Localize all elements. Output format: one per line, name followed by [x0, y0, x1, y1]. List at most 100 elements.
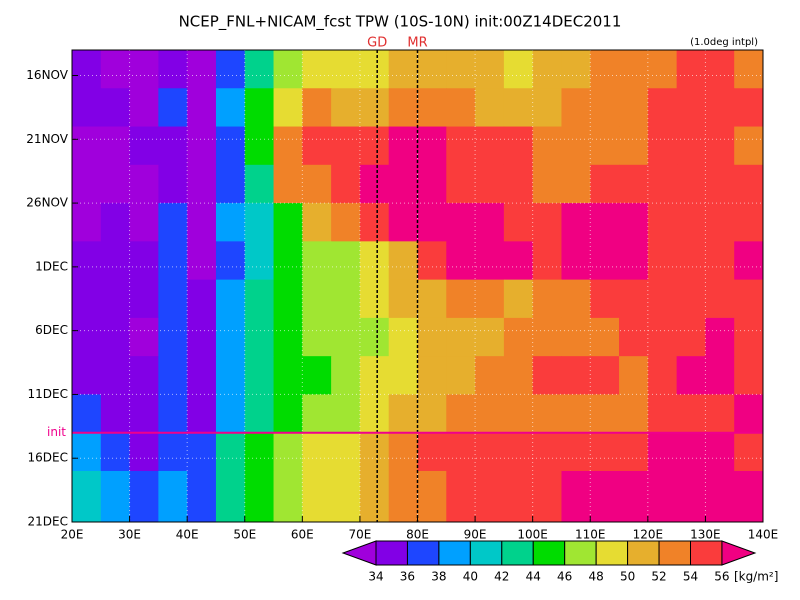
heat-cell: [532, 50, 562, 89]
heat-cell: [676, 432, 706, 472]
heat-cell: [705, 394, 735, 434]
heat-cell: [590, 126, 620, 166]
heat-cell: [475, 126, 505, 166]
heat-cell: [417, 317, 447, 357]
heat-cell: [388, 241, 418, 281]
colorbar-segment: [658, 540, 691, 566]
heat-cell: [273, 394, 303, 434]
heat-cell: [359, 50, 390, 89]
heat-cell: [158, 394, 188, 434]
heat-cell: [215, 126, 246, 166]
heat-cell: [734, 88, 764, 128]
heat-cell: [129, 432, 159, 472]
heat-cell: [475, 279, 505, 319]
heat-cell: [244, 317, 275, 357]
heat-cell: [619, 164, 649, 204]
heat-cell: [215, 241, 246, 281]
heat-cell: [158, 356, 188, 395]
heat-cell: [331, 126, 361, 166]
heat-cell: [475, 203, 505, 242]
heat-cell: [446, 356, 476, 395]
colorbar-label: 44: [526, 570, 541, 584]
colorbar-label: 54: [683, 570, 698, 584]
heat-cell: [215, 470, 246, 523]
colorbar-segment: [501, 540, 534, 566]
heat-cell: [388, 203, 418, 242]
heat-cell: [187, 356, 217, 395]
heat-cell: [331, 164, 361, 204]
y-tick-label: 26NOV: [26, 196, 68, 210]
heat-cell: [417, 394, 447, 434]
heat-cell: [647, 50, 678, 89]
heat-cell: [532, 432, 562, 472]
heat-cell: [72, 203, 102, 242]
y-tick-label: 21NOV: [26, 132, 68, 146]
heat-cell: [446, 88, 476, 128]
colorbar-segment: [627, 540, 660, 566]
colorbar-segment: [469, 540, 503, 566]
heat-cell: [215, 50, 246, 89]
heat-cell: [244, 203, 275, 242]
heat-cell: [475, 88, 505, 128]
heat-cell: [187, 432, 217, 472]
x-tick-label: 140E: [748, 528, 779, 542]
heat-cell: [302, 356, 332, 395]
heat-cell: [388, 126, 418, 166]
heat-cell: [503, 279, 534, 319]
colorbar-label: 56: [714, 570, 729, 584]
heat-cell: [734, 317, 764, 357]
heat-cell: [215, 356, 246, 395]
heat-cell: [446, 394, 476, 434]
heat-cell: [417, 88, 447, 128]
heat-cell: [705, 126, 735, 166]
heat-cell: [72, 470, 102, 523]
heat-cell: [475, 164, 505, 204]
heat-cell: [647, 317, 678, 357]
heat-cell: [417, 241, 447, 281]
heat-cell: [129, 470, 159, 523]
heat-cell: [72, 432, 102, 472]
colorbar-label: 52: [651, 570, 666, 584]
colorbar-segment: [532, 540, 566, 566]
heat-cell: [417, 164, 447, 204]
heat-cell: [187, 203, 217, 242]
heat-cell: [619, 88, 649, 128]
colorbar-segment: [690, 540, 723, 566]
heat-cell: [705, 50, 735, 89]
heat-cell: [705, 470, 735, 523]
heat-cell: [215, 317, 246, 357]
plot-frame: [71, 49, 764, 523]
heat-cell: [72, 317, 102, 357]
heat-cell: [532, 279, 562, 319]
colorbar-segment: [375, 540, 408, 566]
init-label: init: [47, 425, 66, 439]
heat-cell: [187, 470, 217, 523]
heat-cell: [273, 279, 303, 319]
colorbar-segment: [438, 540, 471, 566]
heat-cell: [244, 50, 275, 89]
heat-cell: [619, 394, 649, 434]
heat-cell: [388, 317, 418, 357]
heat-cell: [215, 432, 246, 472]
heat-cell: [187, 126, 217, 166]
heat-cell: [446, 241, 476, 281]
heat-cell: [590, 241, 620, 281]
heat-cell: [215, 203, 246, 242]
heat-cell: [705, 203, 735, 242]
heat-cell: [676, 394, 706, 434]
colorbar-end: [721, 540, 757, 566]
heat-cell: [619, 50, 649, 89]
x-tick-label: 120E: [633, 528, 664, 542]
heat-cell: [72, 394, 102, 434]
heat-cell: [129, 164, 159, 204]
heat-cell: [331, 394, 361, 434]
y-tick-label: 11DEC: [28, 387, 68, 401]
heat-cell: [359, 203, 390, 242]
heat-cell: [100, 432, 131, 472]
heat-cell: [244, 394, 275, 434]
heat-cell: [273, 470, 303, 523]
heat-cell: [273, 126, 303, 166]
marker-label: GD: [367, 36, 387, 51]
heat-cell: [705, 164, 735, 204]
